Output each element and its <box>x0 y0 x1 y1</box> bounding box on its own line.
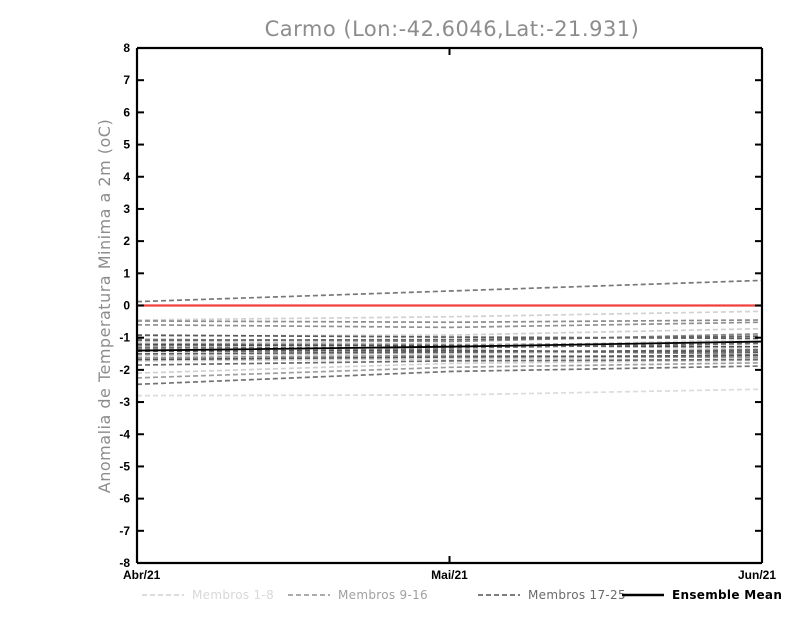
y-tick-label: 5 <box>123 138 130 152</box>
member-line <box>137 359 762 374</box>
x-tick-label: Abr/21 <box>123 568 161 582</box>
y-axis-label: Anomalia de Temperatura Minima a 2m (oC) <box>95 119 114 493</box>
chart-title: Carmo (Lon:-42.6046,Lat:-21.931) <box>265 17 640 41</box>
x-axis-ticks: Abr/21 Mai/21 Jun/21 <box>123 48 776 582</box>
member-line <box>137 319 762 324</box>
legend-label-4: Ensemble Mean <box>672 588 782 602</box>
member-line <box>137 349 762 354</box>
member-line <box>137 365 762 386</box>
member-series-layer <box>137 279 762 397</box>
y-tick-label: -2 <box>119 363 130 377</box>
y-tick-label: -7 <box>119 524 130 538</box>
member-line <box>137 354 762 361</box>
y-tick-label: 1 <box>123 266 130 280</box>
y-tick-label: 4 <box>123 170 130 184</box>
y-tick-label: 2 <box>123 234 130 248</box>
member-line <box>137 354 762 359</box>
member-line <box>137 349 762 355</box>
legend-label-2: Membros 9-16 <box>338 588 428 602</box>
x-tick-label: Jun/21 <box>738 568 776 582</box>
y-tick-label: 0 <box>123 299 130 313</box>
chart-legend: Membros 1-8 Membros 9-16 Membros 17-25 Ense… <box>142 588 782 602</box>
legend-label-3: Membros 17-25 <box>528 588 626 602</box>
y-tick-label: -4 <box>119 427 130 441</box>
member-line <box>137 279 762 303</box>
y-tick-label: -8 <box>119 556 130 570</box>
ensemble-mean-layer <box>137 340 762 352</box>
member-line <box>137 358 762 366</box>
legend-label-1: Membros 1-8 <box>192 588 274 602</box>
y-axis-ticks: 8 7 6 5 4 3 2 1 0 -1 -2 -3 -4 -5 -6 -7 -8 <box>119 41 762 570</box>
y-tick-label: 7 <box>123 73 130 87</box>
y-tick-label: -6 <box>119 492 130 506</box>
y-tick-label: 8 <box>123 41 130 55</box>
x-tick-label: Mai/21 <box>431 568 468 582</box>
ensemble-mean-line <box>137 340 762 352</box>
member-line <box>137 343 762 348</box>
y-tick-label: 6 <box>123 105 130 119</box>
member-line <box>137 342 762 349</box>
y-tick-label: -3 <box>119 395 130 409</box>
member-line <box>137 335 762 342</box>
member-line <box>137 388 762 397</box>
member-line <box>137 321 762 329</box>
y-tick-label: -5 <box>119 459 130 473</box>
y-tick-label: 3 <box>123 202 130 216</box>
member-line <box>137 361 762 379</box>
member-line <box>137 310 762 321</box>
y-tick-label: -1 <box>119 331 130 345</box>
